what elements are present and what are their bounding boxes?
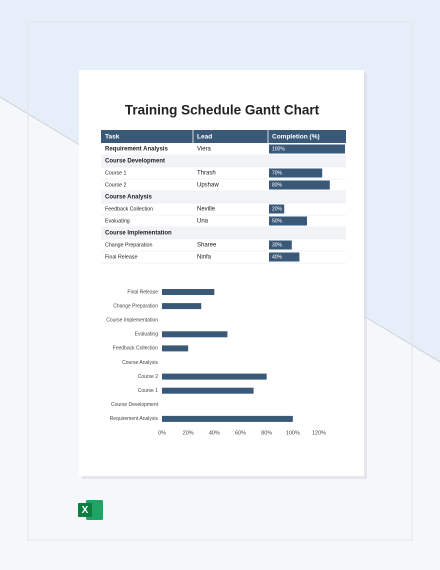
completion-bar	[269, 240, 292, 250]
bar	[162, 373, 267, 380]
completion-label: 80%	[272, 182, 283, 188]
header-cell: Lead	[197, 134, 212, 141]
task-cell: Course Analysis	[105, 195, 152, 201]
completion-bar	[269, 180, 330, 190]
x-tick-label: 40%	[209, 430, 220, 436]
y-tick-label: Change Preparation	[113, 303, 158, 309]
lead-cell: Viera	[197, 147, 212, 153]
y-tick-label: Requirement Analysis	[110, 416, 159, 422]
lead-cell: Neville	[197, 207, 216, 213]
task-cell: Course 1	[105, 170, 127, 176]
completion-label: 20%	[272, 206, 283, 212]
y-tick-label: Final Release	[127, 289, 158, 295]
completion-label: 70%	[272, 170, 283, 176]
header-cell: Task	[105, 134, 120, 141]
excel-icon: X	[78, 500, 103, 520]
bar	[162, 331, 228, 338]
y-tick-label: Course Development	[111, 402, 159, 408]
y-tick-label: Evaluating	[135, 332, 159, 338]
x-tick-label: 80%	[261, 430, 272, 436]
y-tick-label: Course Analysis	[122, 360, 158, 366]
section-row	[101, 191, 346, 203]
header-cell: Completion (%)	[272, 134, 320, 141]
x-tick-label: 20%	[183, 430, 194, 436]
x-tick-label: 60%	[235, 430, 246, 436]
completion-label: 40%	[272, 254, 283, 260]
y-tick-label: Course 1	[138, 388, 159, 394]
table-header	[101, 130, 346, 143]
task-cell: Evaluating	[105, 218, 130, 224]
y-tick-label: Course 2	[138, 374, 159, 380]
x-tick-label: 120%	[312, 430, 326, 436]
bar	[162, 345, 189, 352]
lead-cell: Upshaw	[197, 183, 219, 189]
svg-text:X: X	[82, 505, 89, 516]
task-cell: Course 2	[105, 182, 127, 188]
y-tick-label: Feedback Collection	[113, 346, 159, 352]
bar	[162, 415, 293, 422]
completion-bar	[269, 252, 300, 262]
task-cell: Requirement Analysis	[105, 147, 168, 153]
completion-bar	[269, 204, 285, 214]
task-cell: Feedback Collection	[105, 206, 153, 212]
completion-label: 50%	[272, 218, 283, 224]
bar	[162, 289, 215, 295]
frame	[27, 21, 413, 541]
task-cell: Course Implementation	[105, 231, 172, 237]
section-row	[101, 155, 346, 167]
completion-label: 30%	[272, 242, 283, 248]
completion-bar	[269, 144, 345, 154]
bar	[162, 387, 254, 394]
completion-bar	[269, 168, 323, 178]
completion-label: 100%	[272, 146, 285, 152]
bar	[162, 303, 202, 310]
lead-cell: Una	[197, 219, 209, 225]
task-cell: Course Development	[105, 159, 165, 165]
lead-cell: Sharee	[197, 243, 217, 249]
title: Training Schedule Gantt Chart	[125, 103, 320, 118]
lead-cell: Thrash	[197, 171, 216, 177]
completion-bar	[269, 216, 307, 226]
x-tick-label: 0%	[158, 430, 166, 436]
task-cell: Change Preparation	[105, 242, 152, 248]
y-tick-label: Course Implementation	[106, 318, 158, 324]
x-tick-label: 100%	[286, 430, 300, 436]
section-row	[101, 227, 346, 239]
lead-cell: Ninfa	[197, 255, 212, 261]
task-cell: Final Release	[105, 254, 137, 260]
